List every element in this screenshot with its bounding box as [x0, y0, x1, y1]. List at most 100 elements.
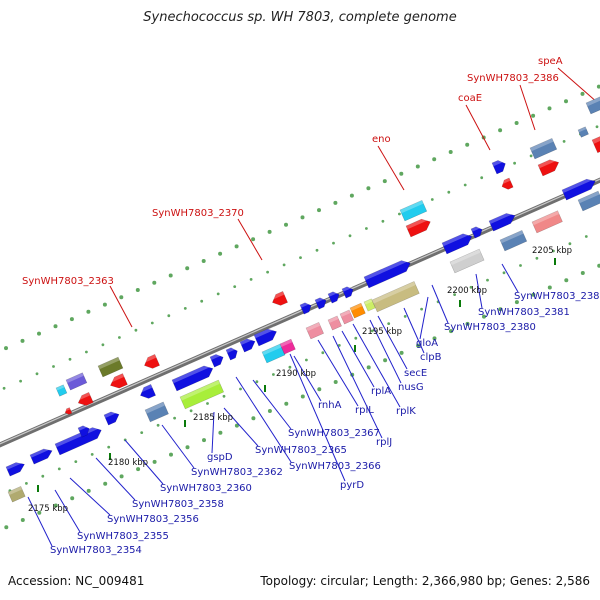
- gene-shape[interactable]: [65, 372, 88, 391]
- gene-shape[interactable]: [561, 176, 598, 201]
- gene-shape[interactable]: [363, 258, 413, 289]
- gene-feature[interactable]: [103, 409, 121, 426]
- gene-feature[interactable]: [142, 354, 160, 371]
- gene-shape[interactable]: [577, 190, 600, 212]
- gene-shape[interactable]: [537, 157, 561, 177]
- gene-feature[interactable]: [97, 356, 124, 378]
- gene-label[interactable]: SynWH7803_2380: [444, 322, 536, 333]
- gene-feature[interactable]: [449, 248, 485, 274]
- gene-shape[interactable]: [470, 225, 484, 239]
- gene-feature[interactable]: [144, 401, 169, 423]
- gene-label[interactable]: SynWH7803_2358: [132, 499, 224, 510]
- gene-shape[interactable]: [55, 384, 68, 397]
- gene-label[interactable]: SynWH7803_2354: [50, 545, 142, 556]
- gene-feature[interactable]: [363, 298, 376, 312]
- gene-label[interactable]: nusG: [398, 382, 424, 393]
- gene-label[interactable]: SynWH7803_2386: [467, 73, 559, 84]
- gene-feature[interactable]: [537, 156, 561, 177]
- gene-label[interactable]: rplA: [371, 386, 391, 397]
- gene-feature[interactable]: [399, 199, 428, 222]
- gene-feature[interactable]: [270, 291, 288, 308]
- gene-feature[interactable]: [171, 363, 215, 392]
- gene-label[interactable]: SynWH7803_2366: [289, 461, 381, 472]
- gene-shape[interactable]: [108, 373, 128, 391]
- gene-feature[interactable]: [488, 210, 517, 232]
- gene-shape[interactable]: [305, 322, 324, 340]
- gene-feature[interactable]: [470, 224, 484, 239]
- gene-label[interactable]: rplK: [396, 406, 416, 417]
- gene-feature[interactable]: [577, 126, 589, 138]
- gene-shape[interactable]: [103, 409, 121, 426]
- gene-feature[interactable]: [65, 372, 88, 391]
- gene-feature[interactable]: [585, 96, 600, 115]
- gene-shape[interactable]: [591, 135, 600, 154]
- gene-feature[interactable]: [327, 289, 341, 304]
- gene-shape[interactable]: [97, 356, 124, 378]
- gene-label[interactable]: gloA: [416, 338, 438, 349]
- gene-feature[interactable]: [371, 281, 420, 313]
- gene-feature[interactable]: [29, 446, 54, 465]
- gene-feature[interactable]: [561, 176, 598, 201]
- gene-feature[interactable]: [441, 230, 474, 255]
- gene-label[interactable]: SynWH7803_2360: [160, 483, 252, 494]
- gene-feature[interactable]: [405, 216, 433, 238]
- gene-feature[interactable]: [77, 423, 91, 438]
- gene-shape[interactable]: [261, 343, 286, 364]
- gene-feature[interactable]: [5, 459, 27, 477]
- gene-shape[interactable]: [500, 177, 514, 191]
- gene-label[interactable]: SynWH7803_2370: [152, 208, 244, 219]
- gene-feature[interactable]: [363, 257, 413, 289]
- gene-label[interactable]: SynWH7803_2363: [22, 276, 114, 287]
- gene-shape[interactable]: [209, 352, 225, 368]
- gene-feature[interactable]: [108, 373, 128, 391]
- gene-feature[interactable]: [209, 352, 225, 368]
- gene-feature[interactable]: [7, 486, 26, 503]
- gene-shape[interactable]: [488, 211, 517, 232]
- gene-shape[interactable]: [179, 379, 225, 410]
- gene-label[interactable]: speA: [538, 56, 563, 67]
- gene-label[interactable]: rplL: [355, 405, 374, 416]
- gene-shape[interactable]: [29, 446, 54, 465]
- gene-shape[interactable]: [405, 216, 433, 238]
- gene-shape[interactable]: [77, 424, 91, 438]
- gene-feature[interactable]: [341, 284, 355, 299]
- gene-label[interactable]: SynWH7803_2381: [478, 307, 570, 318]
- gene-feature[interactable]: [225, 345, 240, 361]
- gene-shape[interactable]: [349, 302, 366, 319]
- gene-feature[interactable]: [138, 384, 156, 401]
- gene-shape[interactable]: [142, 354, 160, 371]
- gene-feature[interactable]: [55, 384, 68, 397]
- gene-label[interactable]: coaE: [458, 93, 482, 104]
- gene-label[interactable]: SynWH7803_2362: [191, 467, 283, 478]
- gene-label[interactable]: SynWH7803_2365: [255, 445, 347, 456]
- gene-feature[interactable]: [239, 336, 257, 353]
- gene-shape[interactable]: [253, 326, 279, 347]
- gene-feature[interactable]: [279, 338, 296, 355]
- gene-shape[interactable]: [529, 137, 558, 160]
- gene-shape[interactable]: [138, 384, 156, 401]
- gene-feature[interactable]: [314, 295, 328, 310]
- gene-shape[interactable]: [339, 309, 354, 325]
- gene-feature[interactable]: [591, 135, 600, 154]
- gene-label[interactable]: rplJ: [376, 437, 392, 448]
- gene-label[interactable]: SynWH7803_2356: [107, 514, 199, 525]
- gene-shape[interactable]: [499, 229, 528, 252]
- gene-feature[interactable]: [349, 302, 366, 319]
- gene-shape[interactable]: [299, 301, 313, 315]
- gene-feature[interactable]: [491, 158, 508, 175]
- gene-feature[interactable]: [531, 210, 563, 234]
- gene-shape[interactable]: [314, 296, 328, 310]
- gene-features[interactable]: [5, 96, 600, 503]
- gene-label[interactable]: pyrD: [340, 480, 364, 491]
- gene-shape[interactable]: [363, 298, 376, 312]
- gene-label[interactable]: rnhA: [318, 400, 342, 411]
- gene-shape[interactable]: [171, 363, 215, 392]
- gene-shape[interactable]: [7, 486, 26, 503]
- gene-shape[interactable]: [327, 315, 342, 331]
- gene-feature[interactable]: [179, 379, 225, 410]
- gene-label[interactable]: gspD: [207, 452, 233, 463]
- gene-feature[interactable]: [577, 190, 600, 212]
- gene-shape[interactable]: [64, 407, 73, 416]
- gene-shape[interactable]: [270, 291, 288, 308]
